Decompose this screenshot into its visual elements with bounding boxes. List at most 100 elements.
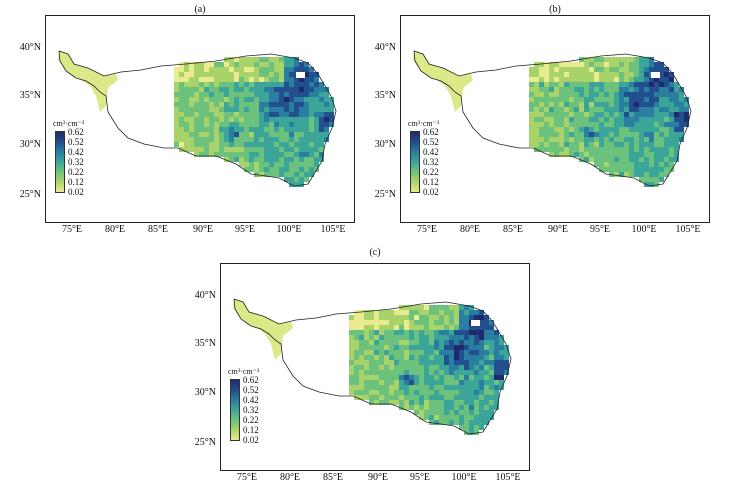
soil-moisture-cell <box>559 127 564 132</box>
soil-moisture-cell <box>254 142 259 147</box>
soil-moisture-cell <box>534 142 539 147</box>
soil-moisture-cell <box>284 167 289 172</box>
soil-moisture-cell <box>239 67 244 72</box>
soil-moisture-cell <box>289 82 294 87</box>
soil-moisture-cell <box>574 127 579 132</box>
soil-moisture-cell <box>194 152 199 157</box>
soil-moisture-cell <box>269 142 274 147</box>
y-tick-label: 40°N <box>374 42 396 53</box>
soil-moisture-cell <box>384 395 389 400</box>
soil-moisture-cell <box>254 137 259 142</box>
soil-moisture-cell <box>644 177 649 182</box>
soil-moisture-cell <box>624 132 629 137</box>
soil-moisture-cell <box>399 345 404 350</box>
soil-moisture-cell <box>584 127 589 132</box>
soil-moisture-cell <box>239 112 244 117</box>
soil-moisture-cell <box>594 157 599 162</box>
soil-moisture-cell <box>549 142 554 147</box>
soil-moisture-cell <box>554 147 559 152</box>
soil-moisture-cell <box>634 152 639 157</box>
soil-moisture-cell <box>649 107 654 112</box>
soil-moisture-cell <box>434 320 439 325</box>
soil-moisture-cell <box>579 92 584 97</box>
soil-moisture-cell <box>459 395 464 400</box>
soil-moisture-cell <box>454 405 459 410</box>
soil-moisture-cell <box>669 112 674 117</box>
soil-moisture-cell <box>414 395 419 400</box>
soil-moisture-cell <box>209 92 214 97</box>
soil-moisture-cell <box>239 57 244 62</box>
soil-moisture-cell <box>489 335 494 340</box>
soil-moisture-cell <box>589 67 594 72</box>
soil-moisture-cell <box>669 132 674 137</box>
soil-moisture-cell <box>634 122 639 127</box>
soil-moisture-cell <box>364 335 369 340</box>
soil-moisture-cell <box>219 122 224 127</box>
soil-moisture-cell <box>294 137 299 142</box>
soil-moisture-cell <box>284 117 289 122</box>
soil-moisture-cell <box>284 152 289 157</box>
soil-moisture-cell <box>269 132 274 137</box>
soil-moisture-cell <box>429 410 434 415</box>
soil-moisture-cell <box>639 142 644 147</box>
soil-moisture-cell <box>294 122 299 127</box>
soil-moisture-cell <box>444 360 449 365</box>
soil-moisture-cell <box>644 72 649 77</box>
soil-moisture-cell <box>634 72 639 77</box>
colorbar-unit: cm³·cm⁻³ <box>53 119 85 128</box>
x-tick-label: 80°E <box>459 224 481 235</box>
soil-moisture-cell <box>319 102 324 107</box>
soil-moisture-cell <box>389 345 394 350</box>
soil-moisture-cell <box>599 57 604 62</box>
soil-moisture-cell <box>259 147 264 152</box>
soil-moisture-cell <box>449 415 454 420</box>
soil-moisture-cell <box>469 390 474 395</box>
soil-moisture-cell <box>284 92 289 97</box>
soil-moisture-cell <box>564 132 569 137</box>
soil-moisture-cell <box>364 365 369 370</box>
soil-moisture-cell <box>314 112 319 117</box>
soil-moisture-cell <box>559 97 564 102</box>
soil-moisture-cell <box>599 117 604 122</box>
soil-moisture-cell <box>304 147 309 152</box>
soil-moisture-cell <box>619 72 624 77</box>
soil-moisture-cell <box>404 360 409 365</box>
soil-moisture-cell <box>374 345 379 350</box>
soil-moisture-cell <box>209 132 214 137</box>
soil-moisture-cell <box>309 117 314 122</box>
soil-moisture-cell <box>604 97 609 102</box>
soil-moisture-cell <box>609 122 614 127</box>
map-canvas-a <box>58 50 337 187</box>
soil-moisture-cell <box>544 107 549 112</box>
soil-moisture-cell <box>494 395 499 400</box>
soil-moisture-cell <box>639 137 644 142</box>
soil-moisture-cell <box>349 375 354 380</box>
soil-moisture-cell <box>454 355 459 360</box>
soil-moisture-cell <box>284 62 289 67</box>
soil-moisture-cell <box>244 102 249 107</box>
soil-moisture-cell <box>534 107 539 112</box>
soil-moisture-cell <box>469 400 474 405</box>
soil-moisture-cell <box>534 102 539 107</box>
soil-moisture-cell <box>394 385 399 390</box>
soil-moisture-cell <box>554 82 559 87</box>
soil-moisture-cell <box>369 380 374 385</box>
soil-moisture-cell <box>429 385 434 390</box>
soil-moisture-cell <box>199 77 204 82</box>
soil-moisture-cell <box>184 92 189 97</box>
soil-moisture-cell <box>624 147 629 152</box>
soil-moisture-cell <box>669 92 674 97</box>
soil-moisture-cell <box>219 152 224 157</box>
soil-moisture-cell <box>209 72 214 77</box>
soil-moisture-cell <box>644 107 649 112</box>
soil-moisture-cell <box>574 122 579 127</box>
soil-moisture-cell <box>184 127 189 132</box>
soil-moisture-cell <box>284 142 289 147</box>
soil-moisture-cell <box>299 182 304 187</box>
soil-moisture-cell <box>284 147 289 152</box>
soil-moisture-cell <box>234 122 239 127</box>
soil-moisture-cell <box>369 340 374 345</box>
soil-moisture-cell <box>244 132 249 137</box>
soil-moisture-cell <box>204 67 209 72</box>
soil-moisture-cell <box>274 107 279 112</box>
